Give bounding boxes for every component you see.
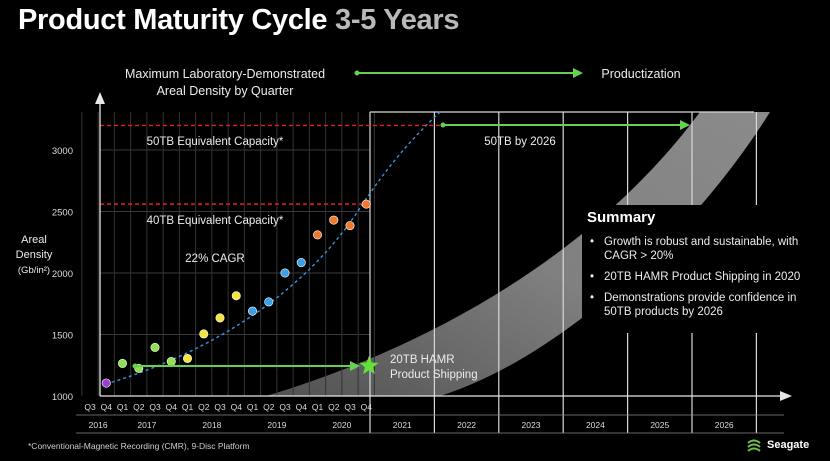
x-year-label: 2020 [332, 420, 351, 430]
hamr-label: 20TB HAMR [390, 354, 455, 366]
ref-label-50tb: 50TB Equivalent Capacity* [147, 136, 284, 148]
target-arrow-start [440, 122, 446, 128]
data-point [248, 306, 258, 316]
trend-curve [105, 111, 441, 385]
data-point [150, 342, 160, 352]
x-year-label: 2017 [137, 420, 156, 430]
data-point [215, 313, 225, 323]
data-point [166, 357, 176, 367]
y-axis-arrowhead [95, 92, 105, 104]
x-year-label: 2019 [267, 420, 286, 430]
reference-lines [100, 124, 440, 205]
data-point [118, 358, 128, 368]
y-tick-label: 1500 [52, 331, 73, 342]
target-label: 50TB by 2026 [484, 136, 556, 148]
x-quarter-label: Q3 [279, 402, 291, 412]
productization-band-shape [266, 112, 770, 396]
x-axis-arrowhead [780, 391, 792, 401]
data-point [231, 291, 241, 301]
x-year-label: 2025 [650, 420, 669, 430]
title-main: Product Maturity Cycle [18, 4, 328, 36]
x-year-label: 2023 [522, 420, 541, 430]
hamr-star-icon [359, 356, 379, 375]
x-quarter-label: Q2 [198, 402, 210, 412]
annotations: 50TB Equivalent Capacity* 40TB Equivalent… [132, 68, 690, 381]
summary-item: Demonstrations provide confidence in 50T… [588, 291, 824, 319]
x-quarter-label: Q4 [166, 402, 178, 412]
header-right: Productization [601, 67, 680, 81]
y-axis-label: Areal [21, 234, 47, 246]
y-axis-label: (Gb/in²) [18, 265, 50, 276]
header-arrow-head [573, 68, 583, 78]
x-quarter-label: Q1 [247, 402, 259, 412]
x-quarter-label: Q1 [312, 402, 324, 412]
x-quarter-label: Q2 [133, 402, 145, 412]
x-year-label: 2024 [586, 420, 605, 430]
x-quarter-label: Q4 [101, 402, 113, 412]
trend-curve-path [105, 111, 441, 385]
y-axis-label: Density [16, 249, 53, 261]
data-point [264, 297, 274, 307]
data-point [329, 215, 339, 225]
x-quarter-label: Q3 [149, 402, 161, 412]
summary-item: 20TB HAMR Product Shipping in 2020 [588, 270, 824, 284]
x-year-label: 2021 [393, 420, 412, 430]
x-quarter-label: Q3 [344, 402, 356, 412]
summary-title: Summary [587, 209, 656, 226]
header-left-line1: Maximum Laboratory-Demonstrated [125, 67, 325, 81]
chart-grid [81, 111, 758, 433]
data-point [296, 258, 306, 268]
x-year-label: 2026 [715, 420, 734, 430]
x-quarter-label: Q3 [214, 402, 226, 412]
y-tick-label: 3000 [52, 146, 73, 157]
title-accent: 3-5 Years [335, 4, 460, 36]
hamr-arrow-head [350, 361, 360, 371]
seagate-logo: Seagate [746, 437, 809, 453]
footnote: *Conventional-Magnetic Recording (CMR), … [28, 441, 250, 451]
y-tick-label: 2500 [52, 208, 73, 219]
seagate-icon [747, 439, 761, 452]
x-quarter-label: Q4 [361, 402, 373, 412]
y-tick-label: 2000 [52, 269, 73, 280]
hamr-label: Product Shipping [390, 369, 478, 381]
page-title: Product Maturity Cycle 3-5 Years [18, 4, 459, 37]
data-point [199, 329, 209, 339]
data-point [183, 353, 193, 363]
logo-text: Seagate [767, 439, 810, 451]
x-quarter-label: Q2 [263, 402, 275, 412]
x-year-label: 2018 [202, 420, 221, 430]
summary-item: Growth is robust and sustainable, with C… [588, 235, 824, 263]
x-quarter-label: Q4 [296, 402, 308, 412]
header-labels: Maximum Laboratory-Demonstrated Areal De… [125, 67, 681, 98]
target-arrow-head [680, 120, 690, 130]
ref-label-40tb: 40TB Equivalent Capacity* [147, 215, 284, 227]
summary-panel: Summary Growth is robust and sustainable… [582, 205, 826, 333]
productization-band [266, 112, 770, 396]
data-point [312, 230, 322, 240]
data-points [101, 199, 371, 388]
x-year-label: 2022 [457, 420, 476, 430]
data-point [361, 199, 371, 209]
header-arrow-start [354, 70, 360, 76]
x-quarter-label: Q1 [117, 402, 129, 412]
x-year-label: 2016 [89, 420, 108, 430]
x-quarter-label: Q1 [182, 402, 194, 412]
cagr-label: 22% CAGR [185, 253, 244, 265]
data-point [345, 221, 355, 231]
axes: 1000 1500 2000 2500 3000 Areal Density (Gb/in²)… [16, 92, 792, 434]
x-quarter-label: Q2 [328, 402, 340, 412]
hamr-arrow-start [132, 363, 138, 369]
summary-list: Growth is robust and sustainable, with C… [588, 235, 824, 326]
x-quarter-label: Q4 [231, 402, 243, 412]
x-quarter-label: Q3 [84, 402, 96, 412]
data-point [280, 268, 290, 278]
data-point [101, 378, 111, 388]
header-left-line2: Areal Density by Quarter [157, 84, 294, 98]
y-tick-label: 1000 [52, 392, 73, 403]
